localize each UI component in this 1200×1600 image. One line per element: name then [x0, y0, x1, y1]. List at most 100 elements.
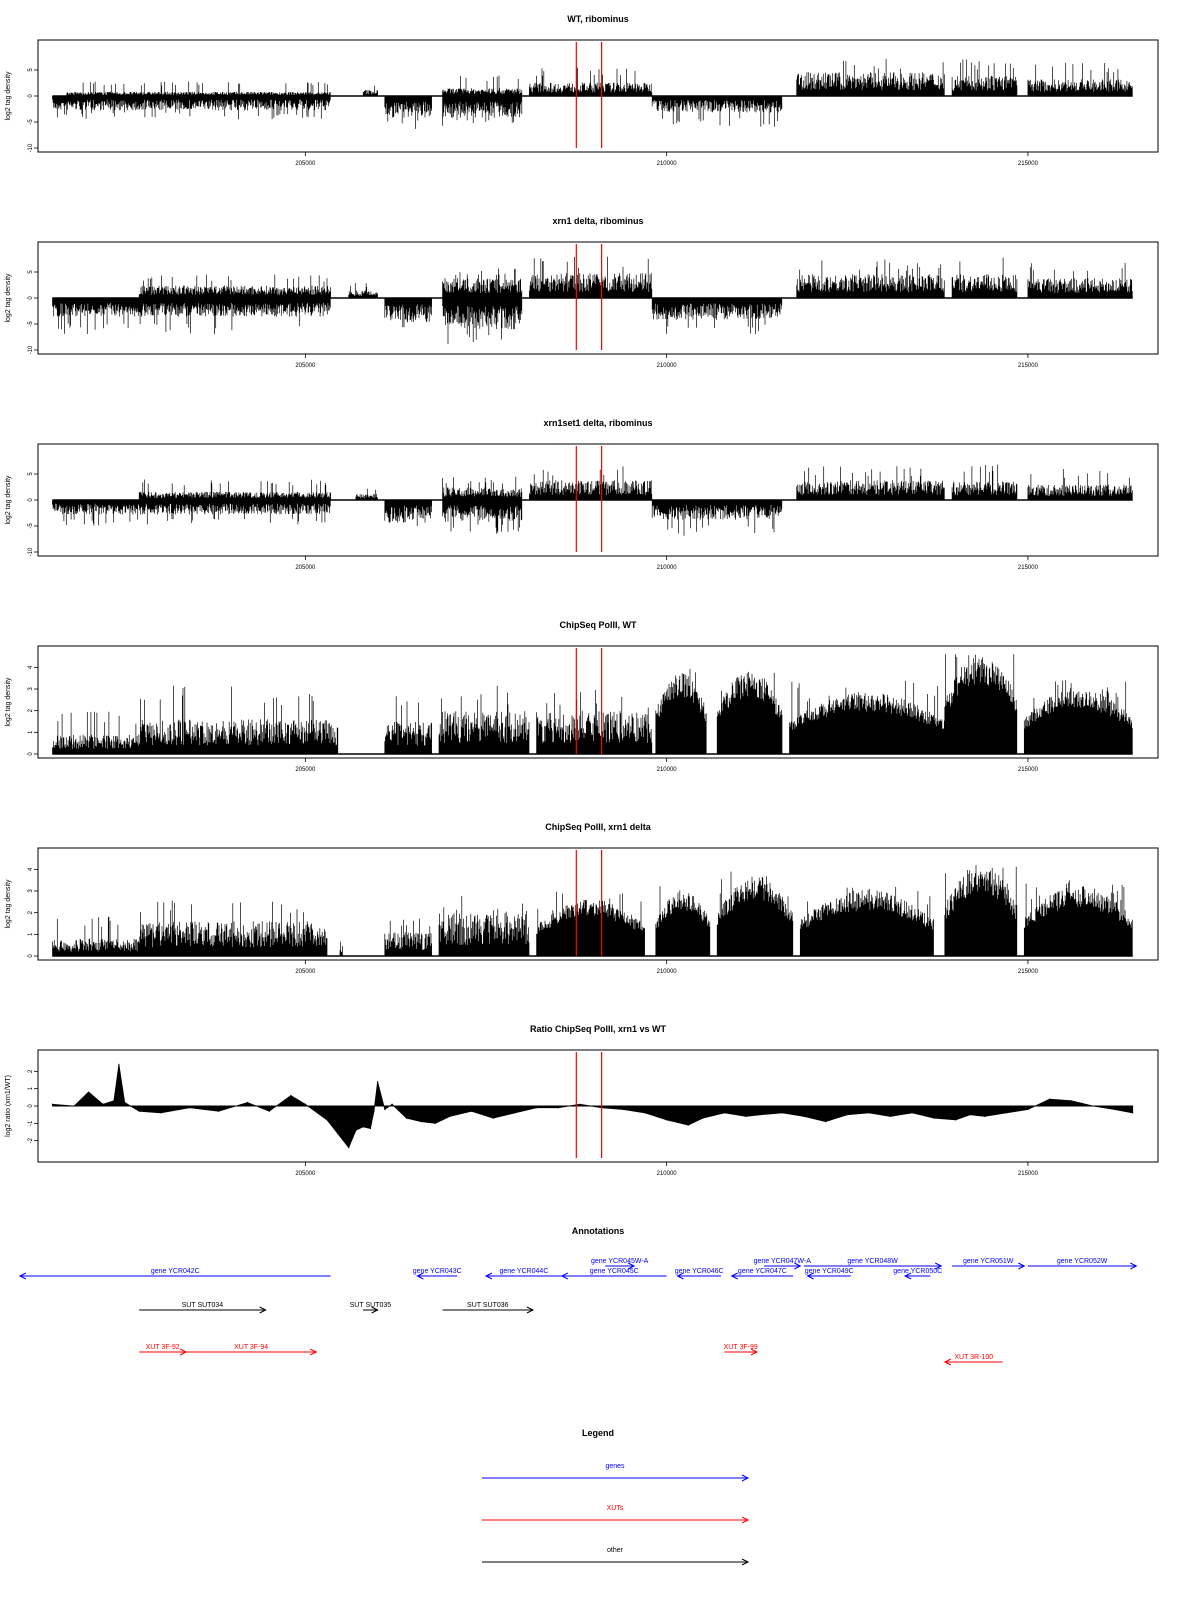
data-bars	[52, 500, 331, 526]
y-tick-label: 5	[28, 68, 34, 72]
data-bars	[651, 298, 783, 334]
data-bars	[951, 59, 1018, 96]
data-point	[420, 1121, 422, 1123]
data-bars	[536, 891, 645, 956]
y-axis-label: log2 tag density	[5, 71, 12, 121]
data-segment	[52, 711, 140, 754]
annotation-feature: SUT SUT035	[350, 1302, 392, 1314]
data-segment	[384, 298, 432, 328]
data-point	[781, 1112, 783, 1114]
x-tick-label: 210000	[657, 767, 678, 773]
data-segment	[384, 918, 432, 956]
annotation-feature: SUT SUT034	[139, 1302, 267, 1314]
data-segment	[138, 685, 339, 754]
data-point	[622, 1108, 624, 1111]
y-tick-label: 4	[28, 867, 34, 871]
x-tick-label: 205000	[295, 969, 316, 975]
data-point	[955, 1119, 957, 1121]
y-tick-label: -2	[28, 1137, 34, 1143]
data-segment	[536, 690, 653, 754]
data-point	[268, 1110, 270, 1112]
x-tick-label: 215000	[1018, 969, 1039, 975]
x-tick-label: 205000	[295, 161, 316, 167]
arrow-head	[903, 1272, 912, 1280]
data-bars	[52, 916, 140, 956]
y-tick-label: 0	[28, 752, 34, 756]
data-point	[702, 1117, 704, 1119]
data-segment	[796, 259, 945, 298]
y-tick-label: 2	[28, 910, 34, 914]
data-segment	[536, 891, 645, 956]
data-series	[52, 58, 1133, 129]
data-bars	[951, 257, 1018, 298]
y-tick-label: -10	[28, 345, 34, 354]
annotation-feature: XUT 3R-100	[943, 1354, 1003, 1366]
data-point	[1114, 1108, 1116, 1111]
data-bars	[138, 685, 339, 754]
data-point	[118, 1063, 120, 1065]
annotation-feature: gene YCR044C	[484, 1268, 562, 1280]
data-bars	[529, 256, 653, 298]
data-point	[218, 1110, 220, 1112]
panel-6: Ratio ChipSeq PolII, xrn1 vs WT log2 rati…	[5, 1024, 1159, 1177]
x-tick-label: 205000	[295, 1171, 316, 1177]
y-tick-label: 3	[28, 889, 34, 893]
annotation-label: gene YCR044C	[499, 1268, 548, 1275]
annotation-label: XUT 3R-100	[954, 1354, 993, 1361]
annotation-feature: gene YCR051W	[952, 1258, 1026, 1270]
annotation-label: SUT SUT035	[350, 1302, 392, 1309]
annotation-label: gene YCR052W	[1057, 1258, 1108, 1265]
annotation-feature: gene YCR046C	[675, 1268, 724, 1280]
data-bars	[716, 671, 783, 754]
data-bars	[944, 654, 1018, 754]
data-bars	[384, 298, 432, 328]
data-point	[326, 1119, 328, 1121]
legend: Legend genes XUTs other	[482, 1428, 750, 1566]
data-bars	[138, 274, 331, 298]
data-bars	[355, 488, 378, 500]
annotation-feature: gene YCR045C	[560, 1268, 667, 1280]
data-point	[557, 1107, 559, 1109]
panel-title: ChipSeq PolII, WT	[560, 620, 637, 630]
data-segment	[438, 896, 530, 956]
x-tick-label: 205000	[295, 363, 316, 369]
data-bars	[529, 67, 653, 96]
data-segment	[442, 476, 523, 500]
y-axis-label: log2 tag density	[5, 677, 12, 727]
annotation-label: SUT SUT036	[467, 1302, 509, 1309]
panel-3: xrn1set1 delta, ribominus log2 tag densit…	[5, 418, 1159, 571]
data-bars	[789, 680, 945, 754]
y-tick-label: -5	[28, 523, 34, 529]
arrow-head	[526, 1306, 535, 1314]
data-point	[890, 1115, 892, 1117]
y-tick-label: 4	[28, 665, 34, 669]
data-bars	[442, 298, 523, 344]
y-tick-label: 0	[28, 498, 34, 502]
data-segment	[52, 500, 331, 526]
annotation-feature: XUT 3F-94	[186, 1344, 318, 1356]
annotation-label: gene YCR043C	[413, 1268, 462, 1275]
y-axis-label: log2 tag density	[5, 273, 12, 323]
y-tick-label: -10	[28, 547, 34, 556]
annotation-feature: XUT 3F-99	[724, 1344, 759, 1356]
arrow-head	[18, 1272, 27, 1280]
data-bars	[442, 75, 523, 96]
data-bars	[655, 886, 711, 956]
data-series	[52, 865, 1133, 956]
data-point	[825, 1121, 827, 1123]
data-segment	[442, 500, 523, 534]
arrow-head	[627, 1262, 636, 1270]
data-segment	[951, 257, 1018, 298]
data-point	[745, 1115, 747, 1117]
data-point	[369, 1127, 371, 1130]
x-tick-label: 210000	[657, 161, 678, 167]
data-segment	[362, 85, 378, 96]
data-segment	[651, 298, 783, 334]
data-point	[1049, 1098, 1051, 1100]
data-point	[87, 1091, 90, 1093]
data-point	[1005, 1112, 1007, 1114]
data-segment	[796, 466, 945, 500]
data-segment	[442, 268, 523, 298]
annotation-label: gene YCR045C	[590, 1268, 639, 1275]
data-point	[535, 1107, 538, 1109]
